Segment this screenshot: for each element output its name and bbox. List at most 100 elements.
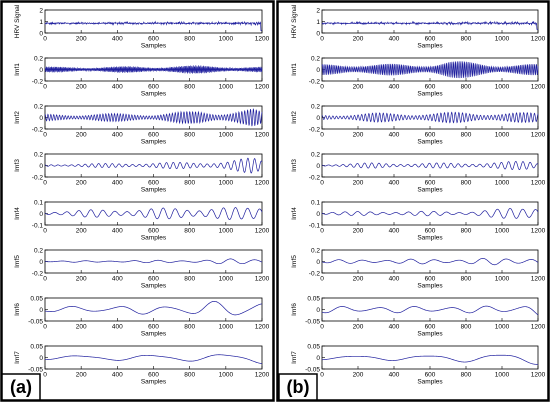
x-axis-label: Samples: [141, 187, 167, 194]
x-tick-label: 1000: [495, 84, 510, 91]
x-tick-label: 400: [112, 372, 123, 379]
x-tick-label: 1200: [531, 180, 546, 187]
subplot-a-8: 0.050-0.050 200 400 600 800 1000 1200SamplesIm…: [14, 344, 270, 386]
y-tick-label: -0.05: [305, 367, 320, 374]
y-tick-label: 0: [316, 163, 320, 170]
y-tick-label: 1: [39, 19, 43, 26]
y-tick-label: 2: [39, 8, 43, 15]
x-tick-label: 1000: [219, 324, 234, 331]
subplot-a-1: 2 1 00 200 400 600 800 1000 1200 Samples HRV Signa…: [14, 4, 270, 49]
plot-area: [44, 345, 263, 370]
y-tick-label: 0: [316, 355, 320, 362]
x-tick-label: 200: [76, 84, 87, 91]
x-tick-label: 1000: [495, 228, 510, 235]
y-tick-label: -0.2: [309, 271, 321, 278]
y-tick-label: 0.05: [307, 344, 320, 351]
y-tick-label: -0.2: [32, 79, 44, 86]
y-axis-label: Imf7: [291, 351, 298, 364]
plot-area: [321, 297, 539, 322]
y-tick-label: 0.1: [311, 200, 320, 207]
x-tick-label: 400: [389, 84, 400, 91]
y-tick-label: 0: [39, 31, 43, 38]
y-axis-label: Imf3: [14, 159, 21, 172]
series-line: [321, 305, 539, 316]
x-tick-label: 800: [184, 276, 195, 283]
x-tick-label: 200: [76, 372, 87, 379]
y-axis-label: HRV Signal: [14, 4, 21, 38]
x-tick-label: 0: [43, 84, 47, 91]
x-tick-label: 1000: [219, 36, 234, 43]
x-tick-label: 0: [43, 180, 47, 187]
series-line: [44, 300, 263, 316]
y-axis-label: Imf2: [14, 111, 21, 124]
y-axis-label: Imf4: [14, 207, 21, 220]
series-line: [321, 20, 539, 30]
x-tick-label: 1200: [255, 276, 270, 283]
y-tick-label: 0.05: [30, 344, 43, 351]
x-tick-label: 1200: [255, 84, 270, 91]
x-tick-label: 600: [148, 84, 159, 91]
x-tick-label: 1000: [219, 228, 234, 235]
y-tick-label: 0: [316, 307, 320, 314]
x-axis-label: Samples: [417, 379, 443, 386]
x-tick-label: 1000: [495, 276, 510, 283]
x-tick-label: 600: [425, 84, 436, 91]
x-tick-label: 800: [461, 84, 472, 91]
x-tick-label: 0: [320, 36, 324, 43]
y-tick-label: 0: [39, 355, 43, 362]
x-tick-label: 1200: [531, 36, 546, 43]
x-tick-label: 600: [148, 132, 159, 139]
x-tick-label: 1000: [495, 180, 510, 187]
x-tick-label: 0: [320, 372, 324, 379]
x-tick-label: 1200: [255, 372, 270, 379]
x-tick-label: 1000: [219, 132, 234, 139]
x-tick-label: 600: [425, 180, 436, 187]
x-tick-label: 200: [76, 324, 87, 331]
x-tick-label: 200: [353, 36, 364, 43]
series-line: [44, 65, 263, 74]
panel-a-label-box: [1, 373, 41, 401]
x-tick-label: 600: [148, 324, 159, 331]
y-axis-label: HRV Signal: [291, 4, 298, 38]
x-tick-label: 1200: [255, 324, 270, 331]
x-tick-label: 400: [389, 228, 400, 235]
x-tick-label: 400: [112, 276, 123, 283]
x-tick-label: 600: [148, 372, 159, 379]
x-tick-label: 0: [43, 372, 47, 379]
x-tick-label: 600: [148, 276, 159, 283]
x-tick-label: 600: [425, 276, 436, 283]
x-axis-label: Samples: [417, 187, 443, 194]
x-tick-label: 800: [461, 324, 472, 331]
x-tick-label: 1200: [255, 36, 270, 43]
y-tick-label: 0.2: [34, 104, 43, 111]
x-tick-label: 400: [389, 372, 400, 379]
x-tick-label: 200: [76, 180, 87, 187]
x-axis-label: Samples: [417, 331, 443, 338]
x-tick-label: 800: [184, 324, 195, 331]
y-tick-label: -0.2: [32, 127, 44, 134]
x-tick-label: 800: [461, 276, 472, 283]
x-tick-label: 0: [320, 276, 324, 283]
series-line: [321, 354, 539, 365]
x-tick-label: 800: [184, 372, 195, 379]
x-tick-label: 600: [148, 36, 159, 43]
y-tick-label: 0: [39, 67, 43, 74]
x-tick-label: 1000: [495, 372, 510, 379]
x-tick-label: 1000: [495, 36, 510, 43]
x-tick-label: 400: [112, 36, 123, 43]
x-tick-label: 0: [320, 324, 324, 331]
y-tick-label: -0.05: [28, 367, 43, 374]
y-tick-label: -0.1: [309, 223, 321, 230]
y-axis-label: Imf5: [291, 255, 298, 268]
x-tick-label: 400: [112, 228, 123, 235]
y-tick-label: 0: [39, 163, 43, 170]
y-axis-label: Imf1: [291, 63, 298, 76]
x-axis-label: Samples: [417, 91, 443, 98]
x-tick-label: 600: [425, 324, 436, 331]
plot-area: [321, 345, 539, 370]
y-axis-label: Imf4: [291, 207, 298, 220]
